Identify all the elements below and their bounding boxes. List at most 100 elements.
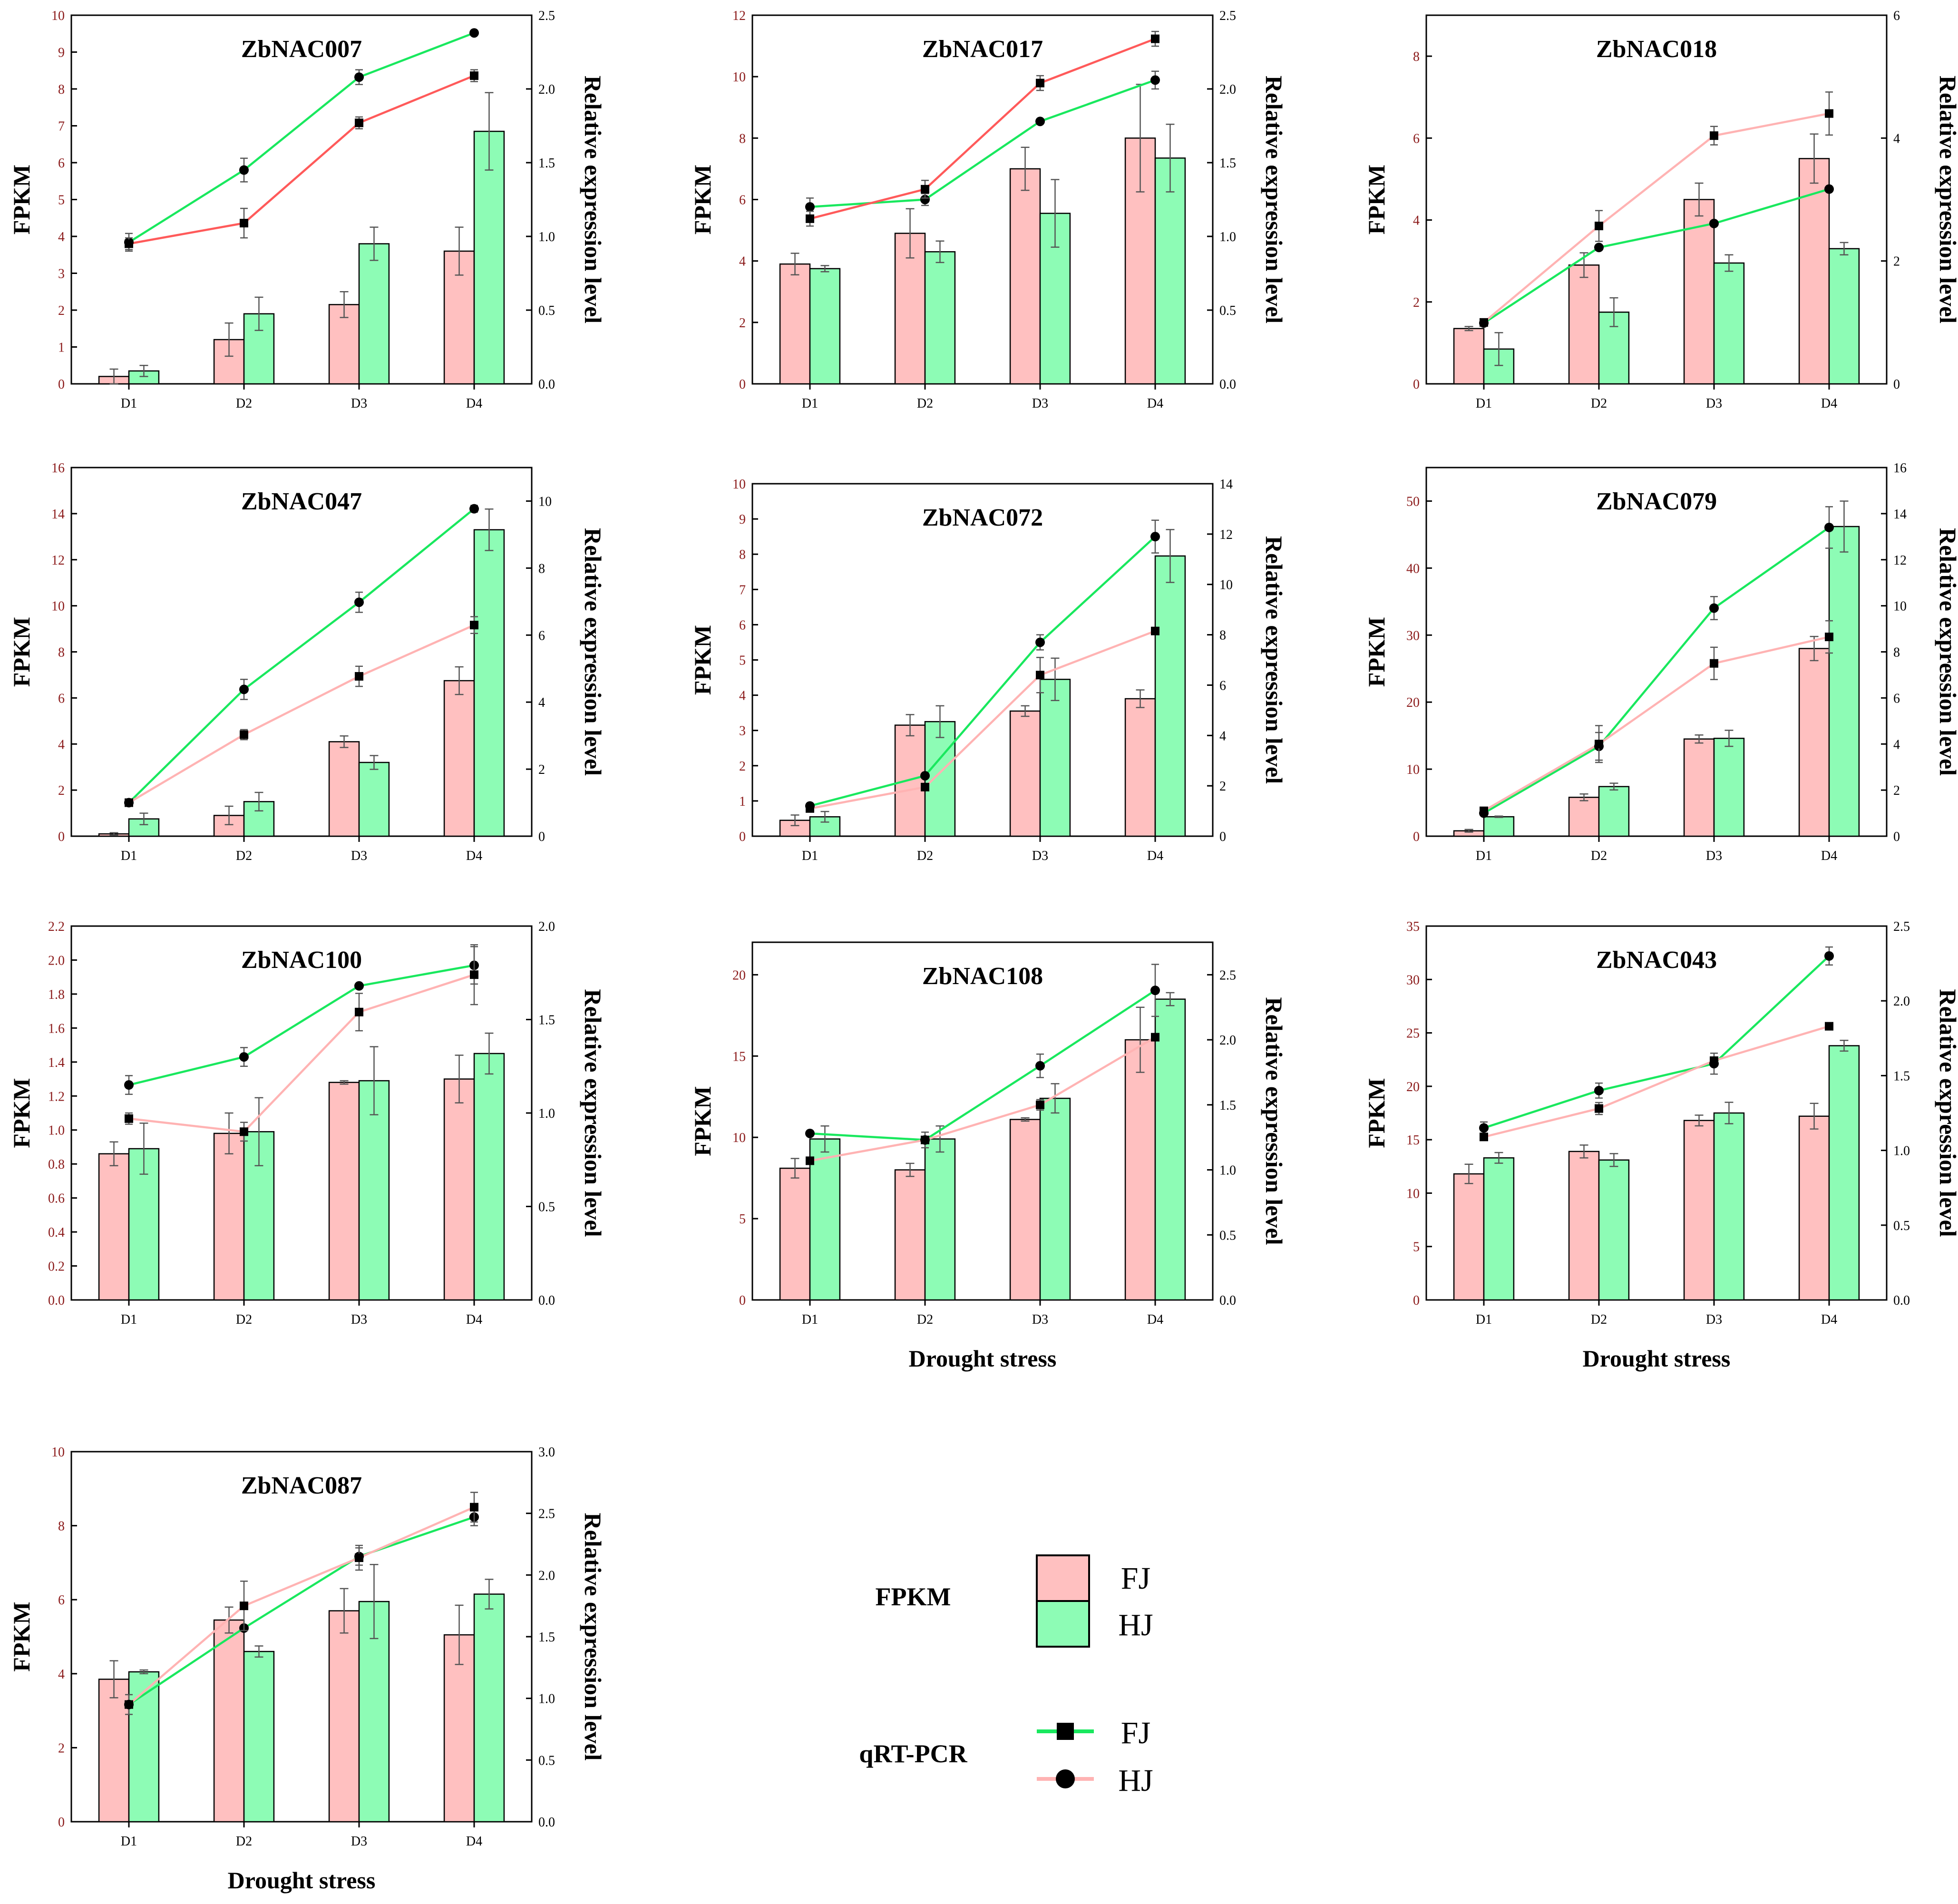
- qrt-point-hj-D1: [125, 798, 133, 807]
- legend-fpkm-hj-label: HJ: [1118, 1608, 1153, 1642]
- x-tick-label-D4: D4: [466, 1312, 482, 1327]
- right-tick-label: 3.0: [538, 1445, 555, 1460]
- left-tick-label: 5: [58, 193, 65, 208]
- qrt-point-hj-D1: [806, 1156, 814, 1165]
- bar-fj-D1: [98, 1153, 130, 1301]
- left-tick-label: 2: [1413, 295, 1420, 310]
- left-tick-label: 4: [58, 1667, 65, 1682]
- qrt-point-hj-D1: [125, 239, 133, 248]
- left-tick-label: 4: [1413, 214, 1420, 228]
- qrt-point-fj-D4: [469, 504, 479, 514]
- left-tick-label: 15: [732, 1049, 746, 1064]
- bar-fj-D1: [98, 1679, 130, 1823]
- chart-ZbNAC043: 0 5 10 15 20 25 30 35 0.0 0.5 1.0 1.5 2.0 2.5 D1 D2 D3 D4…: [1363, 919, 1958, 1372]
- panel-title: ZbNAC043: [1596, 947, 1717, 974]
- right-tick-label: 10: [1219, 578, 1233, 593]
- y-axis-label-fpkm: FPKM: [689, 625, 716, 695]
- x-tick-label-D3: D3: [1706, 849, 1722, 863]
- qrt-point-hj-D1: [1480, 318, 1488, 327]
- left-tick-label: 1.0: [48, 1123, 65, 1138]
- y-axis-label-relative-expression: Relative expression level: [1935, 528, 1958, 776]
- right-tick-label: 2: [1893, 783, 1900, 798]
- y-axis-label-fpkm: FPKM: [1363, 617, 1390, 687]
- x-tick-label-D3: D3: [1032, 1312, 1048, 1327]
- left-tick-label: 0: [1413, 377, 1420, 392]
- left-tick-label: 0: [58, 830, 65, 844]
- left-tick-label: 10: [51, 9, 65, 23]
- qrt-point-hj-D2: [240, 1127, 248, 1136]
- x-tick-label-D1: D1: [802, 1312, 818, 1327]
- bar-hj-D4: [1828, 248, 1860, 385]
- qrt-point-fj-D4: [1824, 522, 1834, 532]
- legend-qrt-pcr-heading: qRT-PCR: [859, 1739, 967, 1768]
- bar-fj-D1: [779, 263, 811, 385]
- qrt-point-hj-D3: [1036, 671, 1044, 680]
- qrt-line-fj: [1483, 527, 1830, 814]
- left-tick-label: 6: [58, 1593, 65, 1608]
- left-tick-label: 0: [739, 1293, 746, 1308]
- left-tick-label: 8: [58, 645, 65, 660]
- chart-ZbNAC017: 0 2 4 6 8 10 12 0.0 0.5 1.0 1.5 2.0 2.5 D1 D2 D3 D4 ZbNAC…: [689, 9, 1287, 411]
- left-tick-label: 10: [732, 70, 746, 85]
- qrt-point-fj-D3: [1709, 603, 1719, 613]
- bar-hj-D4: [473, 1593, 505, 1823]
- x-tick-label-D4: D4: [1821, 1312, 1837, 1327]
- left-tick-label: 8: [739, 547, 746, 562]
- right-tick-label: 2.5: [1893, 919, 1910, 934]
- bar-fj-D1: [779, 1167, 811, 1301]
- y-axis-label-relative-expression: Relative expression level: [580, 528, 606, 776]
- right-tick-label: 1.0: [1219, 230, 1236, 244]
- right-tick-label: 1.0: [538, 1106, 555, 1121]
- right-tick-label: 4: [1893, 131, 1900, 146]
- qrt-point-hj-D2: [1595, 740, 1603, 749]
- right-tick-label: 12: [1893, 553, 1907, 568]
- left-tick-label: 50: [1406, 494, 1420, 509]
- qrt-point-hj-D3: [1710, 131, 1718, 140]
- qrt-point-hj-D2: [921, 1135, 929, 1144]
- bar-hj-D1: [809, 268, 841, 385]
- left-tick-label: 8: [58, 82, 65, 97]
- bar-hj-D3: [1713, 738, 1745, 837]
- right-tick-label: 0.0: [538, 1293, 555, 1308]
- qrt-point-fj-D2: [239, 684, 249, 694]
- x-tick-label-D3: D3: [351, 396, 367, 411]
- y-axis-label-relative-expression: Relative expression level: [1935, 989, 1958, 1237]
- left-tick-label: 1: [58, 341, 65, 355]
- bar-hj-D3: [1713, 262, 1745, 385]
- bar-hj-D1: [1483, 816, 1515, 837]
- chart-ZbNAC087: 0 2 4 6 8 10 0.0 0.5 1.0 1.5 2.0 2.5 3.0 D1 D2 D3 D4 ZbNA…: [8, 1445, 606, 1894]
- left-tick-label: 16: [51, 461, 65, 476]
- bar-fj-D4: [1798, 648, 1830, 837]
- qrt-point-hj-D1: [1480, 806, 1488, 815]
- bar-hj-D2: [924, 251, 956, 385]
- bar-hj-D3: [358, 243, 390, 385]
- plot-frame: [1425, 14, 1888, 385]
- left-tick-label: 30: [1406, 973, 1420, 987]
- y-axis-label-relative-expression: Relative expression level: [1261, 76, 1287, 323]
- qrt-point-hj-D4: [470, 970, 478, 979]
- left-tick-label: 30: [1406, 628, 1420, 643]
- right-tick-label: 2.5: [1219, 968, 1236, 983]
- right-tick-label: 0.5: [1219, 1228, 1236, 1243]
- right-tick-label: 12: [1219, 527, 1233, 542]
- bar-fj-D2: [894, 1169, 926, 1301]
- x-tick-label-D2: D2: [917, 396, 933, 411]
- right-tick-label: 10: [1893, 599, 1907, 614]
- left-tick-label: 4: [739, 254, 746, 269]
- qrt-point-hj-D1: [806, 804, 814, 813]
- left-tick-label: 0: [739, 377, 746, 392]
- qrt-point-fj-D4: [469, 28, 479, 38]
- bar-hj-D1: [1483, 1157, 1515, 1301]
- right-tick-label: 2: [1219, 779, 1226, 794]
- left-tick-label: 6: [739, 193, 746, 208]
- qrt-line-hj: [1483, 635, 1830, 812]
- bar-fj-D1: [1453, 1173, 1485, 1301]
- panel-title: ZbNAC007: [241, 36, 362, 63]
- qrt-point-fj-D4: [1150, 986, 1160, 996]
- left-tick-label: 2: [58, 1741, 65, 1756]
- right-tick-label: 1.5: [1219, 1098, 1236, 1113]
- qrt-point-fj-D2: [920, 771, 930, 781]
- plot-frame: [751, 941, 1214, 1301]
